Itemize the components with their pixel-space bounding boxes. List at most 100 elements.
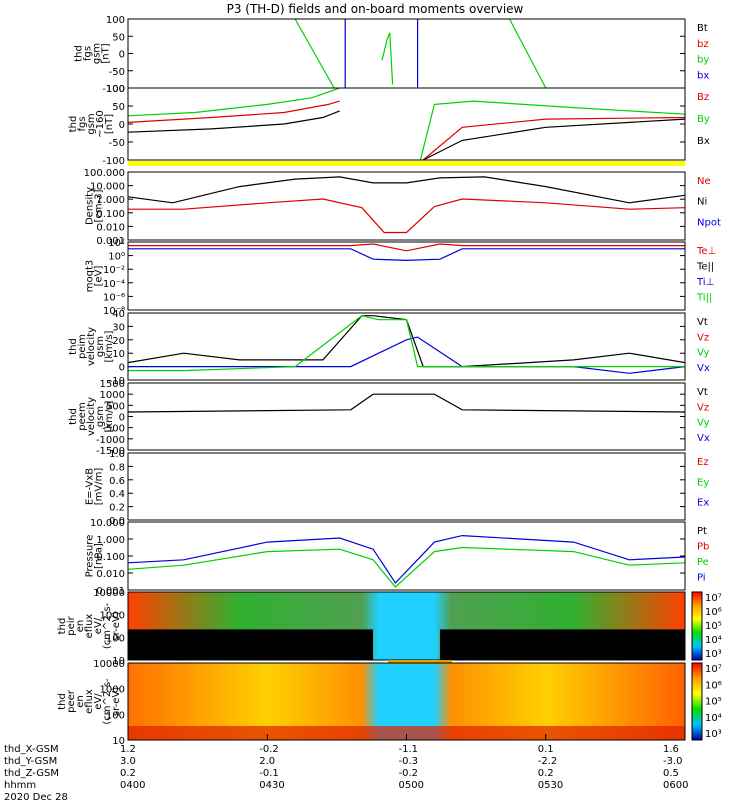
ytick-label: 10⁻² [103, 265, 125, 276]
series-Vt [127, 393, 686, 413]
ytick-label: 100 [106, 84, 125, 95]
ylabel-line: velocity [86, 327, 97, 366]
ytick-label: 0.100 [96, 552, 125, 563]
ytick-label: 10⁻⁶ [103, 292, 125, 303]
legend-entry: Te|| [696, 262, 714, 273]
legend-entry: Vy [697, 418, 710, 429]
ylabel-line: eflux [84, 689, 95, 714]
ylabel-line: peim [77, 334, 88, 359]
ytick-label: 0.6 [109, 476, 125, 487]
ytick-label: 10² [108, 238, 125, 249]
ylabel-line: peem [77, 402, 88, 430]
colorbar-label: 10⁶ [705, 607, 722, 618]
series-Vy [128, 315, 685, 372]
colorbar-label: 10⁴ [705, 713, 722, 724]
ytick-label: 10000 [93, 588, 125, 599]
orbit-strip [128, 161, 685, 166]
panel-density: Density[cm-3] 100.000 10.000 1.000 0.100 0.01… [84, 168, 721, 247]
ylabel-line: ~160 [95, 110, 106, 137]
ytick-label: -1500 [96, 446, 125, 457]
footer-column: 1.2 3.0 0.2 0400 [120, 744, 146, 791]
legend-entry: Ex [697, 498, 709, 509]
ylabel-line: thd [68, 116, 79, 133]
series-Ni [127, 176, 686, 204]
series-Pi [127, 534, 686, 584]
legend-entry: Pt [697, 526, 707, 537]
legend-entry: Ti|| [696, 293, 712, 304]
ytick-label: 0 [119, 363, 125, 374]
panel-frame [127, 241, 686, 311]
ylabel-line: sr-eV) [111, 687, 122, 716]
ytick-label: 1.000 [96, 535, 125, 546]
series-Bz [127, 100, 340, 123]
footer-column: -1.1 -0.3 -0.2 0500 [398, 744, 424, 791]
panel-pressure: Pressure[nPa] 10.000 1.000 0.100 0.010 0.001 P… [85, 518, 710, 597]
heatmap-marker [388, 660, 452, 664]
ylabel-line: fgs [77, 116, 88, 131]
ytick-label: 0.001 [96, 236, 125, 247]
ylabel-line: [nPa] [94, 543, 105, 569]
ytick-label: 30 [112, 322, 125, 333]
ytick-label: 1000 [100, 685, 125, 696]
series-by [381, 32, 394, 85]
series-Ti⊥ [128, 248, 685, 262]
ytick-label: 50 [112, 102, 125, 113]
ytick-label: 1000 [100, 390, 125, 401]
ytick-label: 100 [106, 15, 125, 26]
ylabel-line: moqt3 [85, 260, 96, 293]
legend-entry: Vx [697, 433, 710, 444]
ylabel-line: thd [74, 45, 85, 62]
ylabel-line: velocity [86, 397, 97, 436]
panel-frame [127, 18, 686, 89]
colorbar-label: 10⁶ [705, 680, 722, 691]
ytick-label: 0.4 [109, 489, 125, 500]
colorbar-label: 10³ [705, 729, 722, 740]
ylabel-line: gsm [95, 336, 106, 357]
ytick-label: 0.8 [109, 462, 125, 473]
colorbar [691, 662, 703, 741]
series-Vx [128, 336, 686, 374]
ytick-label: 10 [112, 736, 125, 747]
panel-frame [127, 87, 686, 161]
heatmap-dark-region [128, 629, 374, 660]
ylabel-line: thd [57, 693, 68, 710]
series-Bx [127, 110, 340, 133]
legend-entry: Ez [697, 457, 709, 468]
legend-entry: Bx [697, 136, 710, 147]
ylabel-line: [nT] [101, 43, 112, 63]
legend-entry: Ti⊥ [696, 277, 714, 288]
ytick-label: 1000 [100, 611, 125, 622]
ytick-label: 40 [112, 309, 125, 320]
ytick-label: 0.010 [96, 222, 125, 233]
colorbar-label: 10⁵ [705, 697, 722, 708]
ytick-label: -500 [102, 424, 125, 435]
legend-entry: Vz [697, 332, 709, 343]
ytick-label: 10000 [93, 659, 125, 670]
ylabel-line: [mV/m] [94, 468, 105, 506]
ytick-label: 0.2 [109, 503, 125, 514]
legend-entry: Te⊥ [696, 246, 716, 257]
footer-column: 1.6 -3.0 0.5 0600 [663, 744, 689, 791]
series-Pe [127, 546, 686, 588]
ytick-label: 0.100 [96, 209, 125, 220]
series-Ne [128, 198, 686, 234]
legend-entry: Vy [697, 348, 710, 359]
panel-frame [127, 521, 686, 591]
ylabel-line: thd [68, 408, 79, 425]
ylabel-line: fgs [83, 46, 94, 61]
ytick-label: 100.000 [84, 168, 125, 179]
ylabel-line: eV/ [93, 693, 104, 710]
ytick-label: -1000 [96, 435, 125, 446]
ylabel-line: (cm^2-s- [102, 678, 113, 725]
ylabel-line: gsm [92, 43, 103, 64]
ytick-label: 1.000 [96, 195, 125, 206]
ytick-label: 100 [106, 710, 125, 721]
ytick-label: 0.001 [96, 586, 125, 597]
ylabel-line: thd [57, 618, 68, 635]
ytick-label: 0 [119, 120, 125, 131]
footer-labels: thd_X-GSM thd_Y-GSM thd_Z-GSM hhmm 2020 … [4, 744, 68, 803]
panel-moqt3: moqt3[eV] 10² 10⁰ 10⁻² 10⁻⁴ 10⁻⁶ 10⁻⁸ Te⊥ Te|| Ti… [85, 238, 717, 317]
